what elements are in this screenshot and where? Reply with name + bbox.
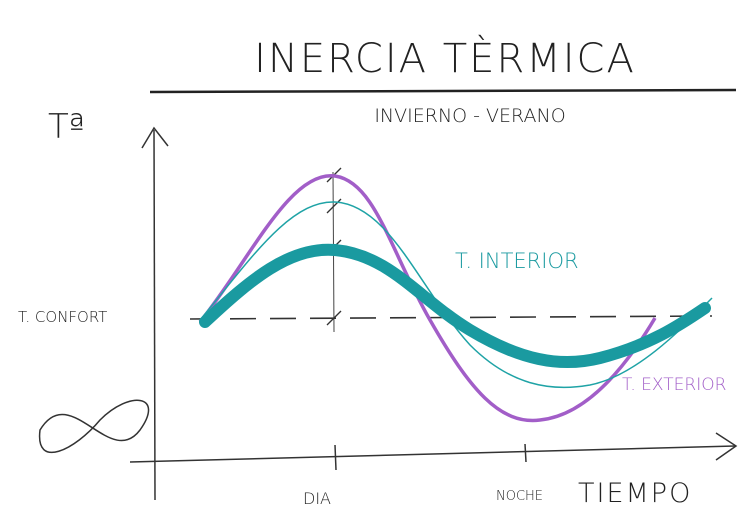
night-label: NOCHE [496, 489, 543, 504]
x-axis-label: TIEMPO [578, 478, 692, 509]
subtitle: INVIERNO - VERANO [374, 105, 565, 127]
night-tick [524, 443, 527, 463]
y-arrow [141, 126, 169, 149]
day-label: DIA [303, 489, 331, 508]
axes [38, 126, 738, 501]
title-underline [149, 88, 737, 94]
y-axis-label: Tª [48, 107, 85, 147]
interior-label: T. INTERIOR [455, 249, 579, 273]
interior-curve [199, 243, 711, 369]
title: INERCIA TÈRMICA [254, 34, 636, 82]
interior-summer-curve [199, 201, 713, 389]
exterior-curve [198, 174, 657, 423]
x-axis [129, 445, 736, 463]
comfort-label: T. CONFORT [18, 308, 107, 326]
infinity-symbol [38, 399, 150, 454]
exterior-label: T. EXTERIOR [622, 375, 726, 395]
x-arrow [715, 432, 738, 461]
day-tick [334, 444, 337, 471]
y-axis [153, 129, 156, 501]
